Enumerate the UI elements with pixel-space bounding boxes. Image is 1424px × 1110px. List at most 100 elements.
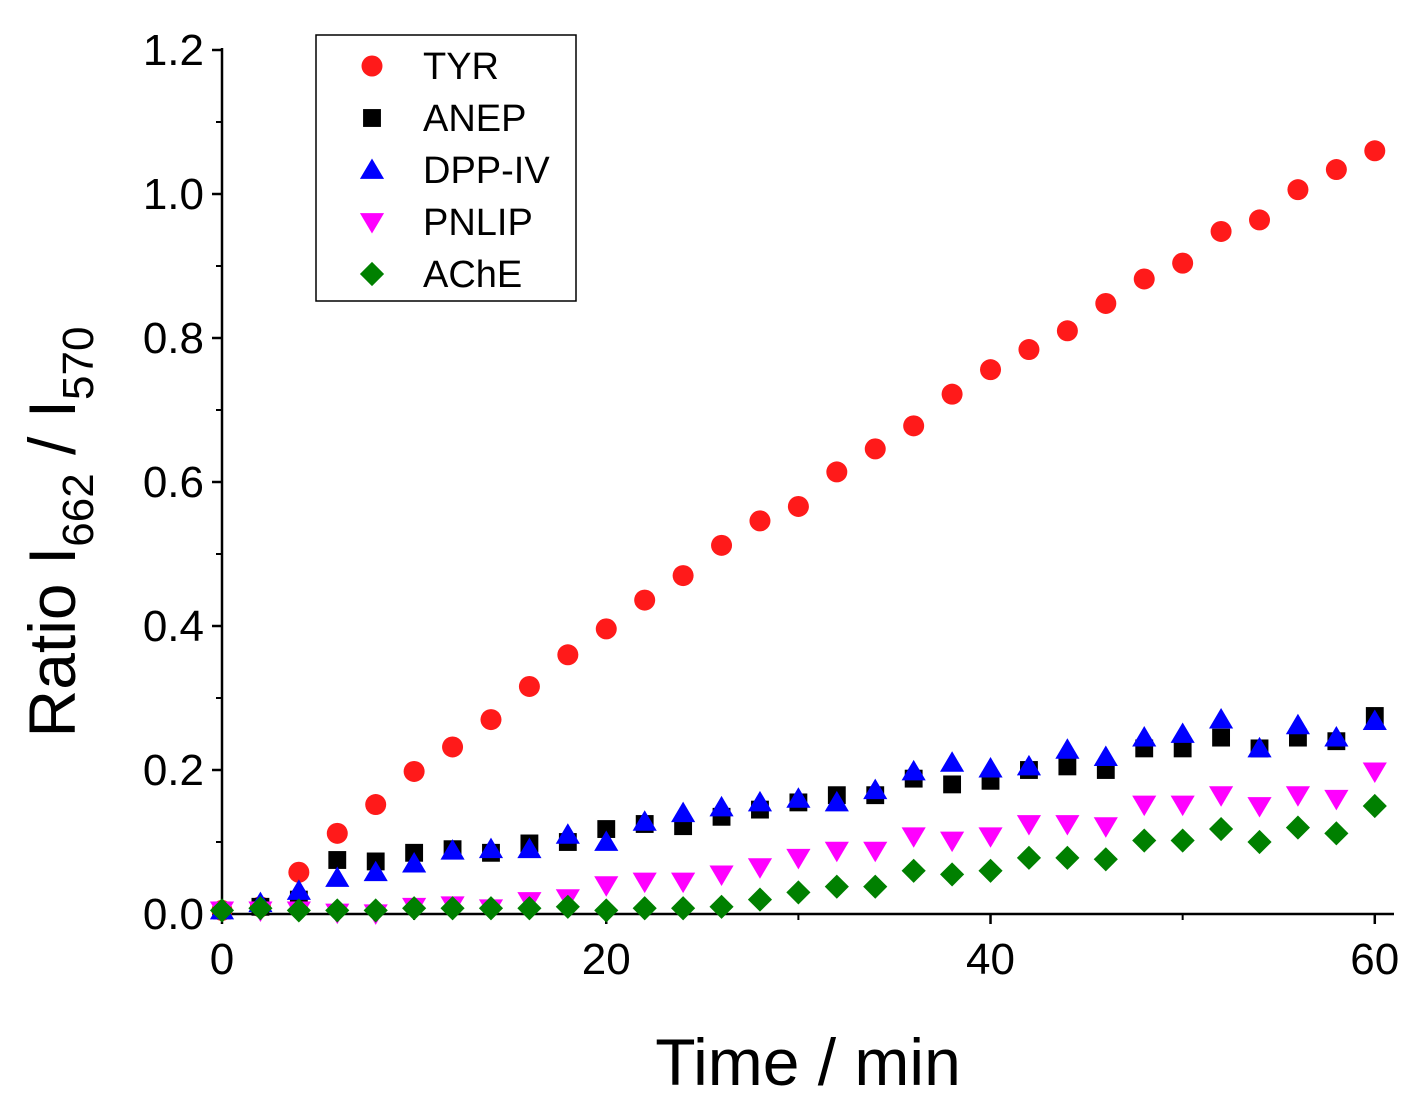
data-point-pnlip — [1285, 786, 1311, 807]
data-point-ache — [632, 896, 657, 921]
legend-marker — [359, 261, 385, 287]
data-point-pnlip — [1324, 789, 1349, 811]
legend-label: AChE — [423, 254, 522, 296]
data-point-ache — [978, 858, 1003, 883]
data-point-dpp-iv — [1247, 736, 1272, 758]
data-point-ache — [440, 896, 465, 921]
data-point-tyr — [1018, 339, 1040, 361]
data-point-tyr — [1095, 292, 1117, 314]
data-point-pnlip — [824, 841, 849, 863]
data-point-dpp-iv — [901, 759, 926, 781]
data-point-dpp-iv — [1170, 722, 1195, 743]
data-point-tyr — [1210, 220, 1232, 242]
x-axis-title: Time / min — [655, 1025, 961, 1099]
data-point-pnlip — [1093, 817, 1118, 838]
legend-label: TYR — [423, 46, 499, 88]
legend-marker — [359, 213, 385, 234]
data-point-dpp-iv — [709, 795, 734, 817]
data-point-ache — [1093, 847, 1118, 872]
x-tick-label: 20 — [582, 935, 631, 984]
data-point-ache — [248, 896, 273, 921]
data-point-pnlip — [940, 831, 965, 853]
data-point-anep — [1058, 757, 1077, 776]
legend-marker — [361, 55, 383, 77]
legend-box — [315, 34, 577, 302]
data-point-pnlip — [632, 872, 657, 894]
series-dpp-iv — [209, 708, 1387, 920]
data-point-dpp-iv — [1209, 708, 1234, 729]
data-point-ache — [1209, 816, 1234, 842]
data-point-tyr — [557, 644, 579, 666]
data-point-pnlip — [901, 827, 926, 848]
legend: TYR ANEP DPP-IV PNLIP AChE — [315, 34, 577, 302]
data-point-ache — [478, 896, 504, 921]
x-tick-label: 0 — [210, 935, 234, 984]
data-point-ache — [363, 898, 388, 923]
data-point-tyr — [1056, 320, 1078, 342]
data-point-tyr — [672, 565, 694, 587]
y-axis-title-mid: / I — [15, 400, 89, 473]
data-point-pnlip — [863, 841, 888, 863]
data-point-pnlip — [1016, 815, 1042, 836]
data-point-tyr — [980, 359, 1002, 381]
y-tick-label: 0.4 — [143, 602, 204, 651]
data-point-tyr — [903, 415, 925, 437]
data-point-dpp-iv — [517, 837, 542, 859]
data-point-ache — [325, 898, 350, 923]
data-point-pnlip — [594, 876, 619, 897]
data-point-dpp-iv — [1132, 726, 1157, 747]
data-point-pnlip — [786, 848, 811, 870]
data-point-ache — [402, 896, 427, 921]
data-point-tyr — [1133, 268, 1155, 290]
data-point-ache — [209, 898, 235, 923]
data-point-dpp-iv — [363, 860, 388, 882]
data-point-tyr — [595, 618, 617, 640]
data-point-tyr — [288, 861, 310, 883]
legend-marker — [359, 158, 385, 179]
data-point-dpp-iv — [1016, 754, 1042, 776]
data-point-ache — [786, 880, 811, 905]
y-axis-title: Ratio I662 / I570 — [15, 327, 103, 738]
data-point-dpp-iv — [940, 751, 965, 772]
data-point-anep — [597, 820, 616, 838]
data-point-ache — [1170, 828, 1195, 853]
data-point-dpp-iv — [1324, 726, 1349, 747]
data-point-pnlip — [1362, 762, 1387, 783]
data-point-tyr — [442, 736, 464, 758]
data-point-anep — [328, 851, 347, 869]
data-point-pnlip — [747, 858, 773, 879]
data-point-dpp-iv — [1285, 713, 1311, 735]
data-point-dpp-iv — [978, 757, 1003, 778]
data-point-tyr — [403, 760, 425, 782]
data-point-pnlip — [709, 865, 734, 886]
data-point-dpp-iv — [863, 778, 888, 800]
y-axis-title-base: Ratio I — [15, 547, 89, 738]
data-point-dpp-iv — [632, 810, 657, 831]
data-point-tyr — [1172, 252, 1194, 274]
data-point-pnlip — [1055, 815, 1080, 836]
data-point-tyr — [864, 438, 886, 460]
data-point-dpp-iv — [325, 866, 350, 887]
data-point-tyr — [1249, 209, 1271, 231]
data-point-ache — [594, 898, 619, 923]
data-point-tyr — [365, 794, 387, 816]
y-tick-label: 1.0 — [143, 170, 204, 219]
data-point-ache — [1285, 815, 1311, 840]
data-point-anep — [943, 775, 962, 794]
series-tyr — [211, 140, 1386, 921]
data-point-ache — [1016, 845, 1042, 870]
data-point-tyr — [480, 709, 502, 731]
x-tick-label: 40 — [966, 935, 1015, 984]
y-tick-label: 0.2 — [143, 746, 204, 795]
data-point-dpp-iv — [1362, 709, 1387, 730]
data-point-tyr — [326, 822, 348, 844]
y-axis-title-sub2: 570 — [54, 327, 103, 400]
data-point-tyr — [826, 461, 848, 483]
y-tick-label: 0.8 — [143, 314, 204, 363]
data-point-ache — [555, 894, 580, 919]
data-point-tyr — [941, 383, 963, 405]
y-axis-title-sub1: 662 — [54, 473, 103, 546]
data-point-dpp-iv — [786, 787, 811, 808]
data-point-tyr — [787, 495, 809, 517]
